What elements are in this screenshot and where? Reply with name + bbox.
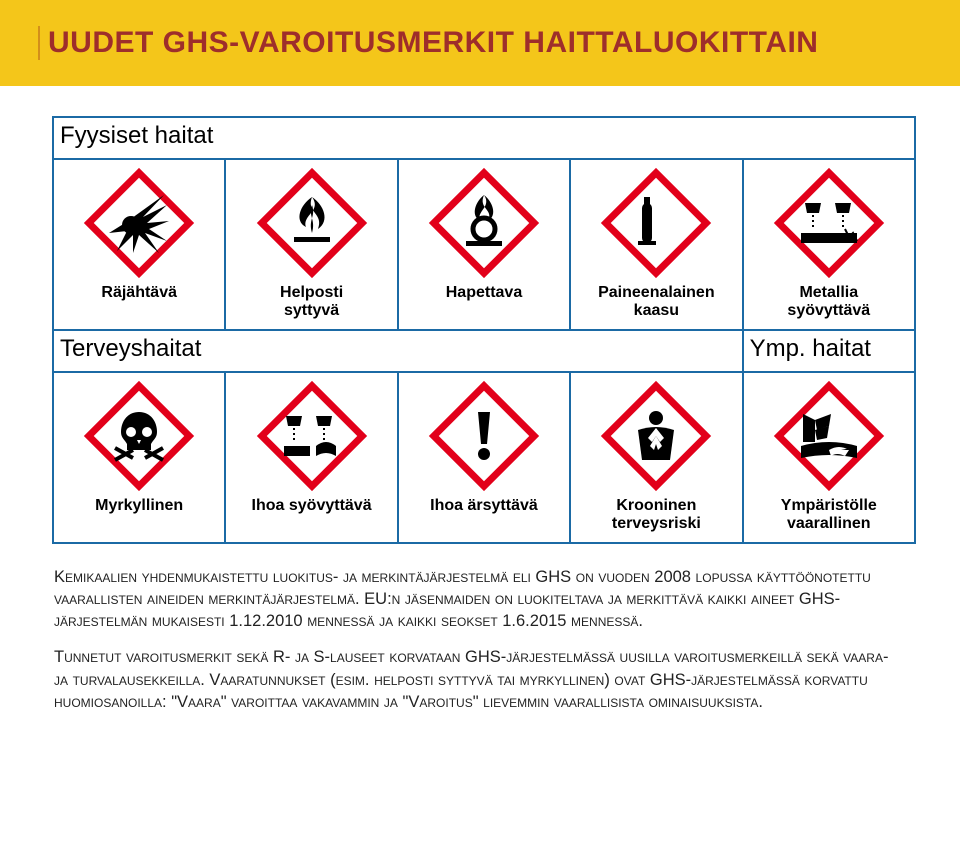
skull-icon bbox=[84, 381, 194, 491]
page: UUDET GHS-VAROITUSMERKIT HAITTALUOKITTAI… bbox=[0, 0, 960, 864]
picto-label: Räjähtävä bbox=[60, 284, 218, 302]
health-env-row: Myrkyllinen bbox=[53, 372, 915, 543]
category-health-label: Terveyshaitat bbox=[60, 335, 201, 362]
picto-label: Ihoa syövyttävä bbox=[232, 497, 390, 515]
picto-cell-flammable: Helpostisyttyvä bbox=[225, 159, 397, 330]
corrode-metal-icon bbox=[774, 168, 884, 278]
category-env-header: Ymp. haitat bbox=[743, 330, 915, 372]
category-physical-header: Fyysiset haitat bbox=[53, 117, 915, 159]
health-hazard-icon bbox=[601, 381, 711, 491]
picto-cell-environment: Ympäristöllevaarallinen bbox=[743, 372, 915, 543]
picto-label: Ihoa ärsyttävä bbox=[405, 497, 563, 515]
hazard-table-wrap: Fyysiset haitat Räjähtävä bbox=[0, 86, 960, 562]
flame-icon bbox=[257, 168, 367, 278]
picto-cell-toxic: Myrkyllinen bbox=[53, 372, 225, 543]
picto-label: Krooninenterveysriski bbox=[577, 497, 735, 534]
body-text: Kemikaalien yhdenmukaistettu luokitus- j… bbox=[0, 562, 960, 724]
picto-label: Myrkyllinen bbox=[60, 497, 218, 515]
picto-label: Ympäristöllevaarallinen bbox=[750, 497, 908, 534]
explosive-icon bbox=[84, 168, 194, 278]
picto-label: Hapettava bbox=[405, 284, 563, 302]
body-paragraph-2: Tunnetut varoitusmerkit sekä R- ja S-lau… bbox=[54, 646, 906, 713]
picto-label: Paineenalainenkaasu bbox=[577, 284, 735, 321]
picto-cell-gas: Paineenalainenkaasu bbox=[570, 159, 742, 330]
category-physical-label: Fyysiset haitat bbox=[60, 122, 213, 149]
picto-cell-explosive: Räjähtävä bbox=[53, 159, 225, 330]
picto-cell-oxidizing: Hapettava bbox=[398, 159, 570, 330]
gas-cylinder-icon bbox=[601, 168, 711, 278]
exclaim-icon bbox=[429, 381, 539, 491]
picto-label: Metalliasyövyttävä bbox=[750, 284, 908, 321]
picto-cell-corrode-skin: Ihoa syövyttävä bbox=[225, 372, 397, 543]
physical-row: Räjähtävä Helpostisyttyvä bbox=[53, 159, 915, 330]
flame-over-circle-icon bbox=[429, 168, 539, 278]
category-env-label: Ymp. haitat bbox=[750, 335, 871, 362]
picto-cell-health-hazard: Krooninenterveysriski bbox=[570, 372, 742, 543]
category-health-header: Terveyshaitat bbox=[53, 330, 743, 372]
environment-icon bbox=[774, 381, 884, 491]
picto-cell-irritant: Ihoa ärsyttävä bbox=[398, 372, 570, 543]
body-paragraph-1: Kemikaalien yhdenmukaistettu luokitus- j… bbox=[54, 566, 906, 633]
hazard-table: Fyysiset haitat Räjähtävä bbox=[52, 116, 916, 544]
header-band: UUDET GHS-VAROITUSMERKIT HAITTALUOKITTAI… bbox=[0, 0, 960, 86]
picto-cell-corrode-metal: Metalliasyövyttävä bbox=[743, 159, 915, 330]
page-title: UUDET GHS-VAROITUSMERKIT HAITTALUOKITTAI… bbox=[38, 26, 826, 60]
picto-label: Helpostisyttyvä bbox=[232, 284, 390, 321]
corrode-skin-icon bbox=[257, 381, 367, 491]
